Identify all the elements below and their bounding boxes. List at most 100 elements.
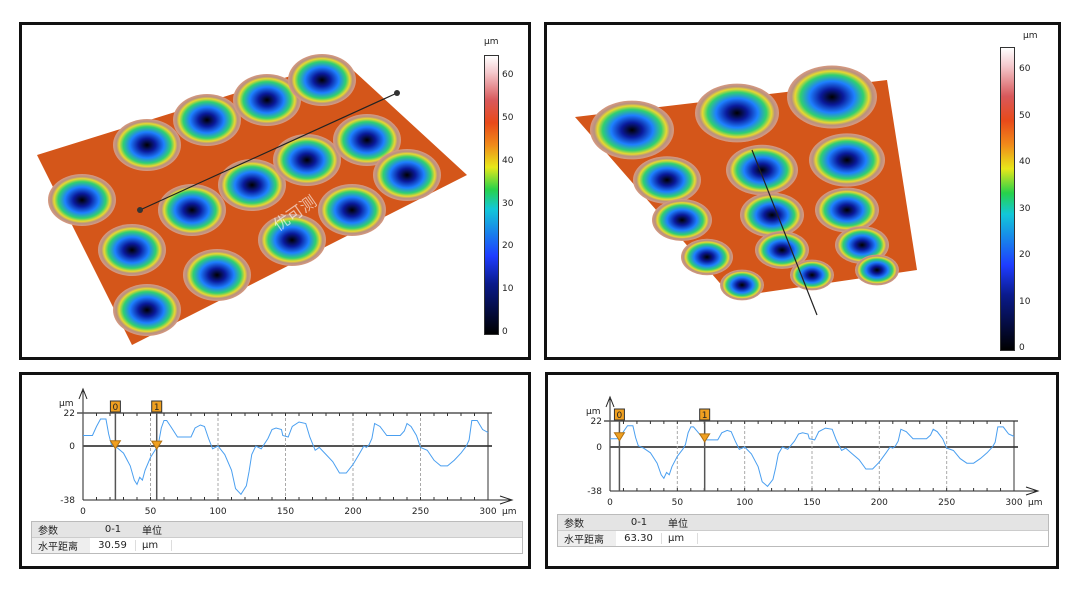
crater	[233, 74, 301, 126]
crater	[218, 159, 286, 211]
colorbar-unit: µm	[484, 37, 499, 47]
colorbar-tick: 0	[502, 327, 508, 337]
cursor-label-box[interactable]	[109, 400, 121, 413]
table-cell: 30.59	[90, 540, 136, 551]
table-header: 单位	[668, 519, 688, 530]
cursor-marker[interactable]	[109, 440, 122, 450]
profile-line	[83, 418, 489, 496]
x-unit-label: µm	[502, 507, 517, 517]
profile-line	[610, 425, 1015, 488]
table-header: 0-1	[104, 524, 122, 535]
y-axis-arrow	[78, 387, 88, 400]
table-header: 单位	[142, 526, 162, 537]
cursor-label-box[interactable]	[613, 408, 625, 421]
colorbar-tick: 50	[1019, 110, 1031, 121]
colorbar-tick: 40	[502, 155, 514, 166]
colorbar-left	[484, 55, 499, 335]
colorbar-tick: 0	[1019, 343, 1025, 353]
crater	[835, 226, 889, 264]
x-axis-arrow	[499, 495, 514, 505]
colorbar-tick: 20	[502, 241, 514, 252]
table-cell: 水平距离	[558, 531, 616, 546]
cursor-label-box[interactable]	[699, 408, 711, 421]
profile-panel-left: 0 50 100 150 200 250 300 µm µm 22 0 -38 0 1 参数 0-1 单位 水…	[19, 372, 531, 569]
crater	[173, 94, 241, 146]
crater	[333, 114, 401, 166]
crater	[740, 192, 804, 238]
colorbar-tick: 60	[502, 70, 514, 81]
x-tick-label: 250	[412, 507, 429, 517]
y-tick-label: 22	[591, 417, 602, 427]
colorbar-tick: 30	[1019, 203, 1031, 214]
x-tick-label: 300	[1005, 498, 1022, 508]
x-tick-label: 300	[479, 507, 496, 517]
cursor-label: 0	[113, 403, 119, 413]
crater	[681, 238, 733, 276]
colorbar-tick: 60	[1019, 64, 1031, 75]
x-tick-label: 0	[607, 498, 613, 508]
crater	[48, 174, 116, 226]
colorbar-tick: 30	[502, 198, 514, 209]
cursor-marker[interactable]	[698, 433, 711, 443]
crater	[787, 65, 877, 129]
cursor-label: 0	[617, 411, 623, 421]
x-tick-label: 200	[871, 498, 888, 508]
3d-surface-right[interactable]	[547, 25, 1058, 357]
x-tick-label: 250	[938, 498, 955, 508]
y-tick-label: 0	[69, 442, 75, 452]
colorbar-tick: 10	[1019, 296, 1031, 307]
cursor-label: 1	[702, 411, 708, 421]
table-header: 0-1	[630, 517, 648, 528]
crater	[113, 119, 181, 171]
crater	[183, 249, 251, 301]
crater	[720, 269, 764, 301]
crater	[288, 54, 356, 106]
crater	[98, 224, 166, 276]
cursor-label-box[interactable]	[151, 400, 163, 413]
crater	[855, 254, 899, 286]
crater	[373, 149, 441, 201]
crater	[695, 83, 779, 143]
table-cell: 水平距离	[32, 538, 90, 553]
x-tick-label: 50	[672, 498, 684, 508]
colorbar-tick: 10	[502, 284, 514, 295]
crater	[726, 144, 798, 196]
3d-view-right-panel: µm 60 50 40 30 20 10 0	[544, 22, 1061, 360]
crater	[790, 259, 834, 291]
profile-panel-right: 0 50 100 150 200 250 300 µm µm 22 0 -38 0 1 参数 0-1 单位 水…	[545, 372, 1059, 569]
crater	[158, 184, 226, 236]
y-unit-label: µm	[59, 399, 74, 409]
y-tick-label: 22	[64, 409, 75, 419]
crater	[590, 100, 674, 160]
y-tick-label: -38	[60, 496, 75, 506]
cursor-marker[interactable]	[150, 440, 163, 451]
crater	[652, 199, 712, 241]
x-tick-label: 50	[145, 507, 157, 517]
crater	[815, 187, 879, 233]
cursor-label: 1	[154, 403, 160, 413]
crater	[633, 156, 701, 204]
x-tick-label: 0	[80, 507, 86, 517]
y-tick-label: -38	[587, 487, 602, 497]
crater	[258, 214, 326, 266]
x-tick-label: 150	[277, 507, 294, 517]
table-header: 参数	[564, 519, 584, 530]
3d-surface-left[interactable]	[22, 25, 528, 357]
colorbar-tick: 50	[502, 113, 514, 124]
y-tick-label: 0	[596, 443, 602, 453]
x-tick-label: 200	[344, 507, 361, 517]
x-tick-label: 100	[736, 498, 753, 508]
3d-view-left-panel: µm 60 50 40 30 20 10 0	[19, 22, 531, 360]
measurement-table-right: 参数 0-1 单位 水平距离 63.30 µm	[557, 514, 1049, 547]
table-cell: µm	[136, 540, 172, 551]
crater	[809, 133, 885, 187]
x-tick-label: 100	[209, 507, 226, 517]
measurement-table-left: 参数 0-1 单位 水平距离 30.59 µm	[31, 521, 523, 554]
colorbar-unit: µm	[1023, 31, 1038, 41]
y-axis-arrow	[605, 395, 615, 408]
colorbar-tick: 20	[1019, 250, 1031, 261]
colorbar-right	[1000, 47, 1015, 351]
cursor-marker[interactable]	[613, 432, 626, 442]
